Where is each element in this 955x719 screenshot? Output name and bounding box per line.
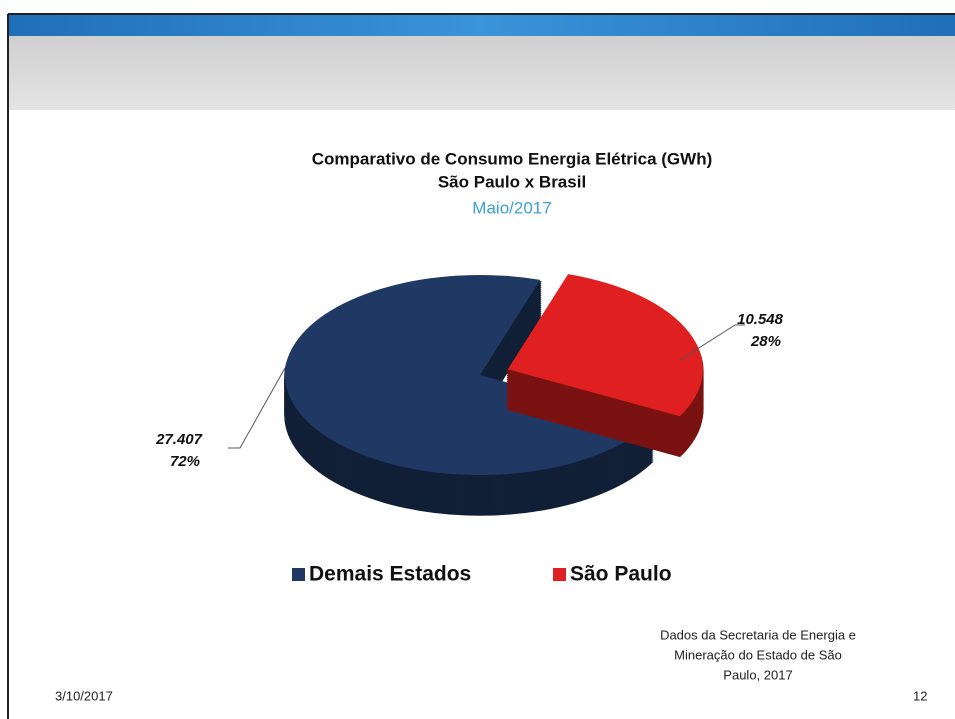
percent-label: 72% <box>170 453 200 470</box>
source-note: Dados da Secretaria de Energia e <box>660 627 856 642</box>
data-label: 27.407 <box>155 431 203 448</box>
header-band <box>8 14 955 36</box>
data-label: 10.548 <box>737 311 784 328</box>
chart-period: Maio/2017 <box>472 198 551 217</box>
source-note: Mineração do Estado de São <box>674 647 842 662</box>
pie-slice <box>506 274 704 458</box>
slide-date: 3/10/2017 <box>55 688 113 703</box>
percent-label: 28% <box>750 333 781 350</box>
legend-swatch <box>292 568 305 581</box>
chart-title: Comparativo de Consumo Energia Elétrica … <box>312 149 713 168</box>
slice-top <box>507 274 703 417</box>
legend-label: Demais Estados <box>309 563 471 586</box>
leader-line <box>228 367 286 449</box>
header-texture <box>8 34 955 110</box>
legend-swatch <box>553 568 566 581</box>
source-note: Paulo, 2017 <box>723 667 792 682</box>
pie-slice <box>284 275 654 516</box>
chart-subtitle: São Paulo x Brasil <box>438 172 586 191</box>
slice-top <box>285 275 653 475</box>
leader-line <box>679 324 745 361</box>
page-number: 12 <box>913 688 927 703</box>
legend-label: São Paulo <box>570 563 672 586</box>
